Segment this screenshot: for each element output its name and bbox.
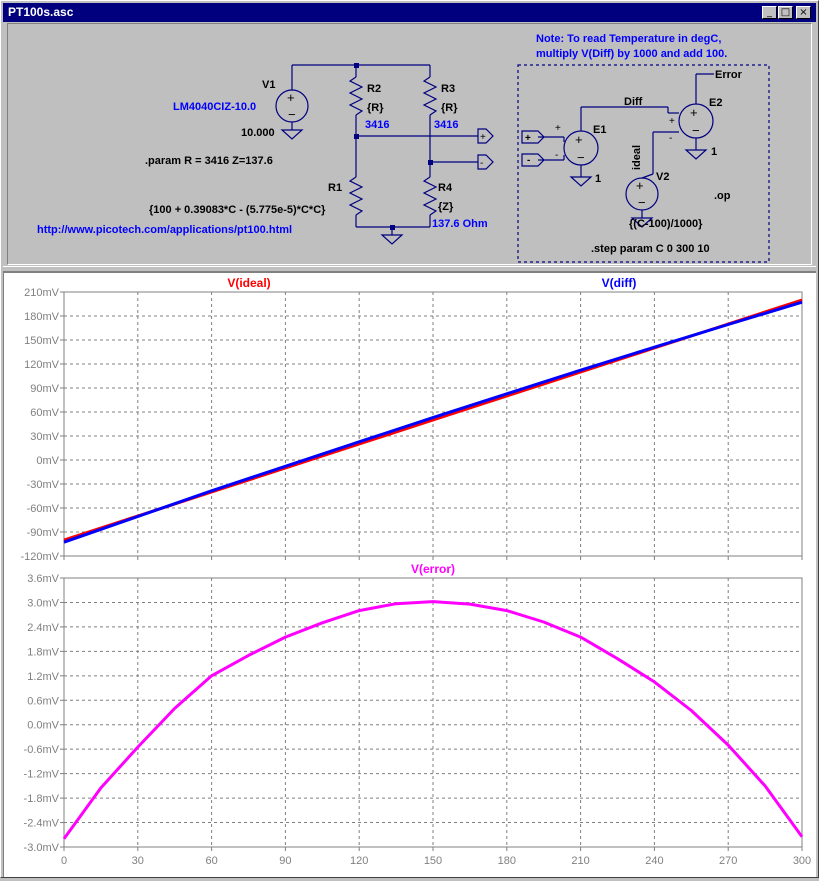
close-button[interactable]: ×: [796, 6, 811, 19]
trace-label-0-1[interactable]: V(diff): [602, 276, 637, 290]
e1-plus-pin: +: [555, 123, 561, 134]
trace-label-1-0[interactable]: V(error): [411, 562, 455, 576]
svg-text:+: +: [575, 132, 583, 147]
r4-value: {Z}: [438, 201, 454, 213]
y-tick-label-1-7: -0.6mV: [24, 744, 60, 756]
y-tick-label-0-2: 150mV: [24, 335, 60, 347]
x-tick-label-8: 240: [645, 855, 663, 867]
param-directive[interactable]: .param R = 3416 Z=137.6: [145, 155, 273, 167]
v1-model: LM4040CIZ-10.0: [173, 101, 256, 113]
net-error: Error: [715, 69, 743, 81]
y-tick-label-1-1: 3.0mV: [27, 597, 59, 609]
e1-gain: 1: [595, 173, 601, 185]
v2-name: V2: [656, 171, 669, 183]
y-tick-label-0-7: 0mV: [36, 455, 59, 467]
y-tick-label-0-11: -120mV: [20, 551, 59, 563]
step-directive[interactable]: .step param C 0 300 10: [591, 243, 710, 255]
y-tick-label-0-4: 90mV: [30, 383, 59, 395]
y-tick-label-1-3: 1.8mV: [27, 646, 59, 658]
r1-expression: {100 + 0.39083*C - (5.775e-5)*C*C}: [149, 204, 326, 216]
x-tick-label-3: 90: [279, 855, 291, 867]
e2-plus-pin: +: [669, 116, 675, 127]
net-ideal: ideal: [631, 145, 643, 170]
x-tick-label-4: 120: [350, 855, 368, 867]
y-tick-label-1-8: -1.2mV: [24, 769, 60, 781]
svg-text:−: −: [288, 107, 296, 122]
y-tick-label-0-8: -30mV: [27, 479, 60, 491]
r4-name: R4: [438, 182, 453, 194]
output-port-plus: +: [480, 132, 486, 143]
r3-name: R3: [441, 83, 455, 95]
y-tick-label-1-2: 2.4mV: [27, 622, 59, 634]
r2-num: 3416: [365, 119, 389, 131]
trace-label-0-0[interactable]: V(ideal): [227, 276, 270, 290]
x-tick-label-0: 0: [61, 855, 67, 867]
window-title: PT100s.asc: [8, 5, 73, 19]
x-tick-label-9: 270: [719, 855, 737, 867]
input-port-plus: +: [525, 133, 531, 144]
waveform-canvas[interactable]: 210mV 180mV 150mV 120mV 90mV 60mV 30mV 0mV -30mV…: [4, 273, 816, 877]
r2-value: {R}: [367, 102, 384, 114]
y-tick-label-0-6: 30mV: [30, 431, 59, 443]
e2-name: E2: [709, 97, 722, 109]
r3-num: 3416: [434, 119, 458, 131]
x-tick-label-6: 180: [498, 855, 516, 867]
schematic-canvas[interactable]: + − + − + − + − + - + - + - + - Note: To…: [8, 24, 812, 265]
schematic-pane[interactable]: + − + − + − + − + - + - + - + - Note: To…: [7, 23, 812, 265]
y-tick-label-1-6: 0.0mV: [27, 720, 59, 732]
e1-name: E1: [593, 124, 606, 136]
v1-name: V1: [262, 79, 275, 91]
r3-value: {R}: [441, 102, 458, 114]
svg-text:−: −: [577, 150, 585, 165]
e2-minus-pin: -: [669, 133, 672, 144]
y-tick-label-1-11: -3.0mV: [24, 842, 60, 854]
svg-text:−: −: [638, 195, 646, 210]
y-tick-label-0-1: 180mV: [24, 311, 60, 323]
e1-minus-pin: -: [555, 150, 558, 161]
x-tick-label-2: 60: [205, 855, 217, 867]
waveform-viewer[interactable]: 210mV 180mV 150mV 120mV 90mV 60mV 30mV 0mV -30mV…: [3, 272, 816, 877]
op-directive[interactable]: .op: [714, 190, 731, 202]
y-tick-label-1-0: 3.6mV: [27, 573, 59, 585]
svg-text:−: −: [692, 123, 700, 138]
x-tick-label-5: 150: [424, 855, 442, 867]
e2-gain: 1: [711, 146, 717, 158]
y-tick-label-1-4: 1.2mV: [27, 671, 59, 683]
y-tick-label-0-9: -60mV: [27, 503, 60, 515]
r4-num: 137.6 Ohm: [432, 218, 488, 230]
svg-text:+: +: [636, 178, 644, 193]
note-line-2: multiply V(Diff) by 1000 and add 100.: [536, 48, 727, 60]
y-tick-label-1-5: 0.6mV: [27, 695, 59, 707]
minimize-button[interactable]: _: [762, 6, 777, 19]
x-tick-label-7: 210: [571, 855, 589, 867]
x-tick-label-1: 30: [132, 855, 144, 867]
y-tick-label-0-3: 120mV: [24, 359, 60, 371]
maximize-button[interactable]: □: [778, 6, 793, 19]
v1-value: 10.000: [241, 127, 275, 139]
title-bar[interactable]: PT100s.asc _ □ ×: [3, 3, 816, 22]
v2-expression: {(C-100)/1000}: [629, 218, 703, 230]
input-port-minus: -: [527, 155, 530, 166]
y-tick-label-0-10: -90mV: [27, 527, 60, 539]
y-tick-label-0-0: 210mV: [24, 287, 60, 299]
net-diff: Diff: [624, 96, 643, 108]
x-tick-label-10: 300: [793, 855, 811, 867]
r2-name: R2: [367, 83, 381, 95]
output-port-minus: -: [480, 158, 483, 169]
r1-name: R1: [328, 182, 342, 194]
y-tick-label-1-10: -2.4mV: [24, 818, 60, 830]
svg-text:+: +: [690, 105, 698, 120]
svg-text:+: +: [287, 90, 295, 105]
y-tick-label-0-5: 60mV: [30, 407, 59, 419]
y-tick-label-1-9: -1.8mV: [24, 793, 60, 805]
reference-url[interactable]: http://www.picotech.com/applications/pt1…: [37, 224, 292, 236]
note-line-1: Note: To read Temperature in degC,: [536, 33, 721, 45]
